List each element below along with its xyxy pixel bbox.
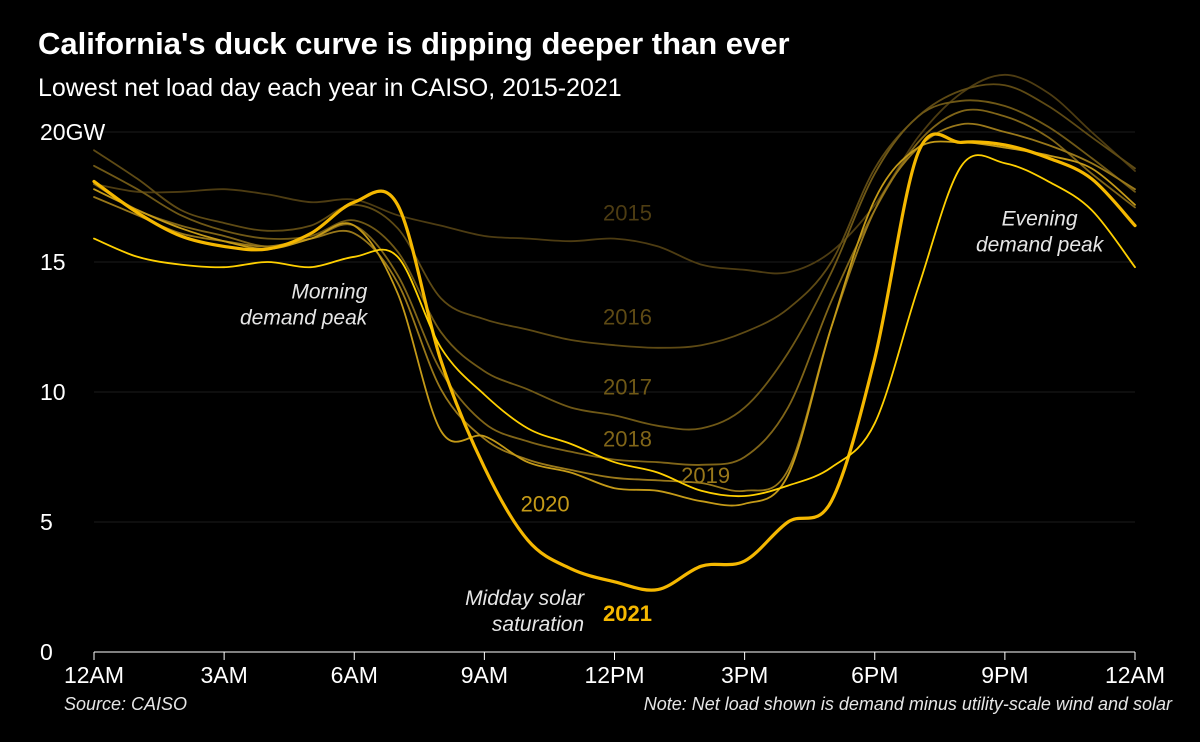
source-note: Source: CAISO bbox=[64, 694, 188, 714]
series-line-2019 bbox=[93, 122, 1136, 493]
series-label-2020: 2020 bbox=[521, 492, 570, 517]
annotation-2-line-0: Midday solar bbox=[465, 587, 585, 610]
chart-subtitle: Lowest net load day each year in CAISO, … bbox=[38, 74, 622, 102]
series-line-2021 bbox=[92, 132, 1137, 592]
annotation-1-line-0: Evening bbox=[1002, 208, 1078, 231]
series-lines bbox=[92, 73, 1137, 592]
series-label-2016: 2016 bbox=[603, 304, 652, 329]
annotation-2-line-1: saturation bbox=[492, 613, 584, 636]
x-tick-label: 6AM bbox=[331, 662, 378, 688]
series-label-2018: 2018 bbox=[603, 427, 652, 452]
y-tick-label: 20GW bbox=[40, 119, 105, 145]
chart-title: California's duck curve is dipping deepe… bbox=[38, 26, 790, 61]
x-tick-label: 9AM bbox=[461, 662, 508, 688]
series-labels: 2015 2016 2017 2018 2019 2020 2021 bbox=[521, 200, 730, 625]
series-label-2019: 2019 bbox=[681, 463, 730, 488]
annotation-0-line-0: Morning bbox=[291, 280, 367, 303]
footnote: Note: Net load shown is demand minus uti… bbox=[643, 694, 1172, 714]
x-tick-label: 12AM bbox=[1105, 662, 1165, 688]
series-line-2016 bbox=[93, 83, 1136, 349]
series-line-2018 bbox=[93, 108, 1136, 466]
annotation-1-line-1: demand peak bbox=[976, 234, 1105, 257]
series-label-2021: 2021 bbox=[603, 601, 652, 626]
x-tick-label: 9PM bbox=[981, 662, 1028, 688]
x-tick-label: 6PM bbox=[851, 662, 898, 688]
series-line-2017 bbox=[93, 99, 1136, 431]
x-tick-label: 12PM bbox=[584, 662, 644, 688]
axes: 0 5 10 15 20GW 12AM 3AM 6AM 9AM 12PM 3PM 6PM 9PM 12AM bbox=[40, 119, 1165, 688]
y-tick-label: 5 bbox=[40, 509, 53, 535]
y-tick-label: 15 bbox=[40, 249, 66, 275]
series-line-unlabeled-7 bbox=[93, 154, 1136, 498]
x-tick-label: 3PM bbox=[721, 662, 768, 688]
series-line-2015 bbox=[93, 73, 1136, 275]
x-tick-label: 3AM bbox=[200, 662, 247, 688]
annotation-0-line-1: demand peak bbox=[240, 306, 369, 329]
annotations: Morning demand peak Evening demand peak Midd… bbox=[240, 208, 1105, 637]
y-tick-label: 10 bbox=[40, 379, 66, 405]
series-label-2015: 2015 bbox=[603, 200, 652, 225]
series-label-2017: 2017 bbox=[603, 375, 652, 400]
x-tick-label: 12AM bbox=[64, 662, 124, 688]
y-tick-label: 0 bbox=[40, 639, 53, 665]
